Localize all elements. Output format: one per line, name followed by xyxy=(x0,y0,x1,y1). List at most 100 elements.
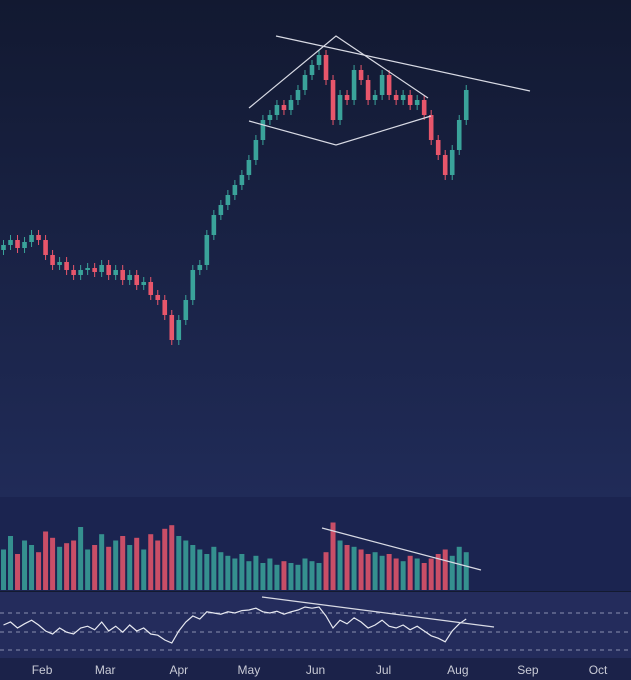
candle-body xyxy=(267,115,273,120)
volume-bar xyxy=(414,558,420,590)
candle-body xyxy=(400,95,406,100)
volume-bar xyxy=(428,558,434,590)
volume-bar xyxy=(78,527,84,590)
volume-bar xyxy=(113,540,119,590)
candle-body xyxy=(183,300,189,320)
x-tick-label: Apr xyxy=(169,663,188,677)
volume-bar xyxy=(50,537,56,590)
volume-bar xyxy=(218,552,224,590)
x-tick-label: Jun xyxy=(306,663,325,677)
candle-body xyxy=(127,275,133,280)
candle-body xyxy=(463,90,469,120)
volume-bar xyxy=(400,561,406,590)
candle-body xyxy=(15,240,20,248)
volume-bar xyxy=(190,545,196,590)
oscillator-line xyxy=(3,606,467,644)
candle-body xyxy=(449,150,455,175)
volume-bar xyxy=(330,522,336,590)
candle-body xyxy=(393,95,399,100)
candle-body xyxy=(281,105,287,110)
candle-body xyxy=(78,270,83,275)
marks: Feb Mar Apr May Jun Jul Aug Sep Oct xyxy=(1,50,608,677)
candle-body xyxy=(43,240,48,255)
candle-body xyxy=(113,270,118,275)
volume-bar xyxy=(344,545,350,590)
diamond-bottom xyxy=(248,115,432,146)
candle-body xyxy=(162,300,168,315)
volume-bar xyxy=(64,543,70,590)
candle-body xyxy=(218,205,224,215)
x-tick-label: Jul xyxy=(376,663,391,677)
candle-body xyxy=(407,95,413,105)
volume-bar xyxy=(372,552,378,590)
candle-body xyxy=(8,240,13,245)
candle-body xyxy=(421,100,427,115)
x-tick-label: Aug xyxy=(447,663,468,677)
x-tick-label: Sep xyxy=(517,663,539,677)
candle-body xyxy=(141,282,147,285)
candle-body xyxy=(253,140,259,160)
volume-bar xyxy=(463,552,469,590)
volume-bar xyxy=(141,549,147,590)
candle-body xyxy=(428,115,434,140)
volume-bar xyxy=(281,561,287,590)
candle-body xyxy=(323,55,329,80)
candle-body xyxy=(85,268,90,270)
candle-body xyxy=(288,100,294,110)
volume-bar xyxy=(225,555,231,590)
candle-body xyxy=(316,55,322,65)
candle-body xyxy=(232,185,238,195)
volume-bar xyxy=(43,531,49,590)
volume-bar xyxy=(442,549,448,590)
candle-body xyxy=(295,90,301,100)
candle-body xyxy=(50,255,55,265)
candle-body xyxy=(456,120,462,150)
annotations xyxy=(248,35,531,628)
candle-body xyxy=(302,75,308,90)
volume-bar xyxy=(134,537,140,590)
price-panel xyxy=(0,0,631,497)
candle-body xyxy=(414,100,420,105)
candle-body xyxy=(106,265,111,275)
volume-bar xyxy=(15,554,21,590)
volume-bar xyxy=(449,555,455,590)
oscillator-panel xyxy=(0,592,631,658)
x-tick-label: Oct xyxy=(589,663,608,677)
volume-bar xyxy=(323,552,329,590)
volume-bar xyxy=(456,546,462,590)
volume-bar xyxy=(8,536,14,590)
candle-body xyxy=(239,175,245,185)
volume-bar xyxy=(1,549,7,590)
volume-bar xyxy=(435,554,441,590)
volume-bar xyxy=(379,555,385,590)
candle-body xyxy=(386,75,392,95)
candle-body xyxy=(365,80,371,100)
candle-body xyxy=(260,120,266,140)
candle-body xyxy=(204,235,210,265)
volume-bar xyxy=(246,561,252,590)
candle-body xyxy=(148,282,154,295)
x-axis-panel xyxy=(0,658,631,680)
diamond-top xyxy=(248,35,429,109)
volume-bar xyxy=(127,545,133,590)
volume-bar xyxy=(239,554,245,590)
volume-bar xyxy=(337,540,343,590)
volume-bar xyxy=(288,563,294,590)
candle-body xyxy=(22,242,27,248)
x-tick-label: Mar xyxy=(95,663,116,677)
oscillator-trend-line xyxy=(261,596,495,628)
candle-body xyxy=(246,160,252,175)
volume-bar xyxy=(148,534,154,590)
volume-bar xyxy=(22,540,28,590)
candle-body xyxy=(344,95,350,100)
volume-trend-line xyxy=(321,527,482,571)
volume-bar xyxy=(162,528,168,590)
volume-bar xyxy=(421,563,427,590)
candle-body xyxy=(197,265,203,270)
candle-body xyxy=(337,95,343,120)
volume-bar xyxy=(351,546,357,590)
volume-bar xyxy=(393,558,399,590)
candle-body xyxy=(169,315,175,340)
volume-bar xyxy=(29,545,35,590)
candle-body xyxy=(351,70,357,100)
